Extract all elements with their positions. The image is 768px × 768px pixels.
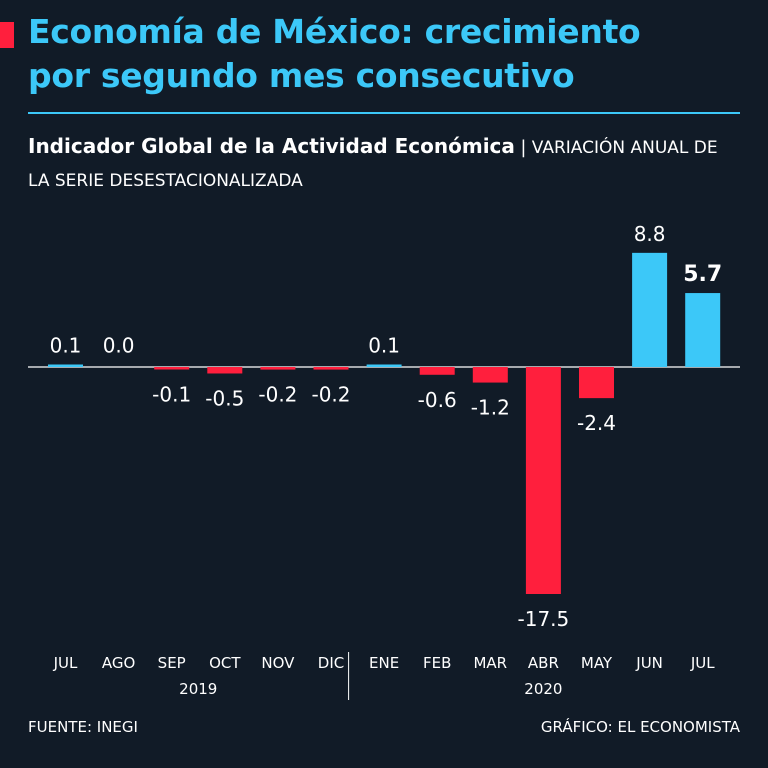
x-tick-label-8: FEB bbox=[423, 654, 451, 672]
x-tick-label-4: OCT bbox=[209, 654, 241, 672]
bar-9 bbox=[472, 367, 508, 383]
data-label-11: -2.4 bbox=[577, 411, 616, 435]
title-accent-bar bbox=[0, 22, 14, 48]
bar-1 bbox=[48, 364, 83, 367]
x-tick-label-6: DIC bbox=[318, 654, 344, 672]
data-label-3: -0.1 bbox=[152, 383, 191, 407]
bar-6 bbox=[313, 367, 349, 370]
chart-title: Economía de México: crecimiento por segu… bbox=[28, 10, 748, 98]
x-tick-label-13: JUL bbox=[690, 654, 715, 672]
bar-10 bbox=[525, 367, 561, 594]
data-label-4: -0.5 bbox=[205, 386, 244, 410]
x-tick-label-10: ABR bbox=[528, 654, 559, 672]
bar-7 bbox=[366, 364, 402, 367]
x-tick-label-12: JUN bbox=[635, 654, 663, 672]
subtitle-separator: | bbox=[520, 137, 527, 158]
x-tick-label-1: JUL bbox=[53, 654, 78, 672]
x-tick-label-2: AGO bbox=[102, 654, 135, 672]
data-label-10: -17.5 bbox=[518, 607, 570, 631]
bar-8 bbox=[419, 367, 455, 375]
subtitle-indicator-name: Indicador Global de la Actividad Económi… bbox=[28, 134, 515, 158]
x-tick-label-5: NOV bbox=[261, 654, 295, 672]
bar-13 bbox=[685, 293, 721, 367]
year-label-2020: 2020 bbox=[524, 680, 562, 698]
x-tick-label-11: MAY bbox=[581, 654, 613, 672]
data-label-5: -0.2 bbox=[258, 383, 297, 407]
chart-subtitle: Indicador Global de la Actividad Económi… bbox=[28, 130, 743, 198]
data-label-2: 0.0 bbox=[103, 334, 135, 358]
source-note: FUENTE: INEGI bbox=[28, 718, 138, 736]
title-line-1: Economía de México: crecimiento bbox=[28, 12, 641, 51]
x-tick-label-3: SEP bbox=[158, 654, 186, 672]
data-label-6: -0.2 bbox=[311, 383, 350, 407]
subtitle-description: VARIACIÓN ANUAL DE LA SERIE DESESTACIONA… bbox=[28, 138, 718, 191]
bar-4 bbox=[207, 367, 243, 374]
credit-note: GRÁFICO: EL ECONOMISTA bbox=[540, 718, 740, 736]
data-label-1: 0.1 bbox=[50, 334, 82, 358]
year-label-2019: 2019 bbox=[179, 680, 217, 698]
x-tick-label-9: MAR bbox=[473, 654, 507, 672]
x-tick-label-7: ENE bbox=[369, 654, 399, 672]
data-label-8: -0.6 bbox=[418, 388, 457, 412]
data-label-13: 5.7 bbox=[683, 262, 722, 287]
data-label-9: -1.2 bbox=[471, 396, 510, 420]
title-divider bbox=[28, 112, 740, 114]
bar-3 bbox=[154, 367, 190, 370]
data-label-7: 0.1 bbox=[368, 334, 400, 358]
data-label-12: 8.8 bbox=[634, 222, 666, 246]
title-line-2: por segundo mes consecutivo bbox=[28, 56, 575, 95]
bar-11 bbox=[579, 367, 614, 399]
bar-5 bbox=[260, 367, 296, 370]
bar-12 bbox=[632, 252, 668, 367]
